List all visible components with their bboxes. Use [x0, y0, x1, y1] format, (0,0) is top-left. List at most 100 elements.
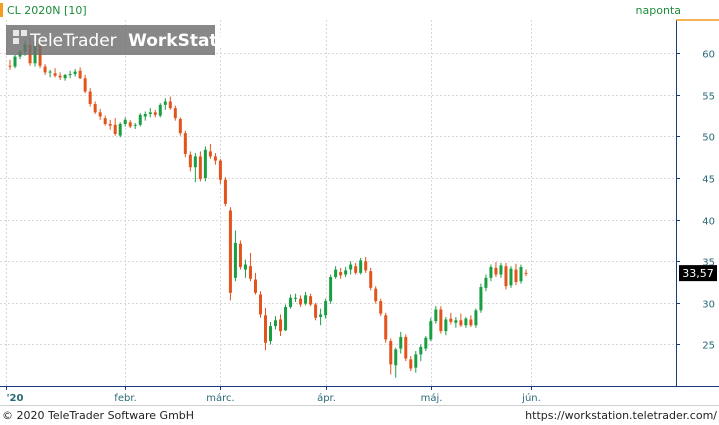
- candle-body: [58, 75, 62, 78]
- candle-body: [208, 151, 212, 157]
- candle: [404, 334, 408, 362]
- candle: [439, 306, 443, 334]
- candle: [334, 266, 338, 279]
- candle: [243, 259, 247, 278]
- candle-body: [354, 266, 358, 273]
- candle: [238, 240, 242, 270]
- candle-body: [494, 267, 498, 275]
- footer-copyright: © 2020 TeleTrader Software GmbH: [2, 409, 194, 422]
- candle-body: [334, 269, 338, 278]
- candle: [444, 316, 448, 336]
- candle: [309, 293, 313, 307]
- candle: [93, 101, 97, 114]
- candle-body: [98, 112, 102, 117]
- candle-body: [198, 156, 202, 179]
- x-axis: '20 febr. márc. ápr. máj. jún.: [6, 386, 541, 404]
- logo-brand-workstation: WorkStation: [128, 31, 247, 51]
- candle-body: [158, 104, 162, 116]
- candle: [233, 230, 237, 282]
- candle: [459, 313, 463, 327]
- candle-body: [13, 56, 17, 67]
- candle-body: [399, 336, 403, 349]
- candle: [409, 356, 413, 372]
- x-tick-label: ápr.: [317, 392, 336, 404]
- candle-body: [163, 101, 167, 105]
- candle-body: [263, 315, 267, 343]
- candle: [73, 69, 77, 77]
- candle-body: [424, 337, 428, 349]
- candle-body: [479, 287, 483, 311]
- candle: [384, 312, 388, 343]
- candle-body: [514, 269, 518, 283]
- candle-body: [349, 264, 353, 270]
- candle: [183, 130, 187, 158]
- candle-body: [173, 108, 177, 119]
- candle-body: [364, 261, 368, 271]
- candle-body: [419, 346, 423, 355]
- candle: [429, 317, 433, 342]
- candle: [48, 69, 52, 78]
- candle: [128, 119, 132, 129]
- candle-body: [88, 91, 92, 105]
- logo-brand-teletrader: TeleTrader: [29, 31, 117, 51]
- candles-group: [8, 36, 528, 378]
- candle: [153, 109, 157, 118]
- candle: [344, 267, 348, 278]
- candle: [123, 117, 127, 127]
- candle: [389, 338, 393, 375]
- candle: [329, 274, 333, 304]
- candle: [519, 264, 523, 284]
- candle: [188, 151, 192, 172]
- candle: [269, 321, 273, 345]
- candle: [113, 118, 117, 136]
- y-tick-label: 25: [702, 341, 715, 352]
- candle-body: [394, 349, 398, 366]
- candle-body: [519, 267, 523, 282]
- candle-body: [123, 119, 127, 124]
- candle: [258, 291, 262, 318]
- candle-body: [269, 326, 273, 342]
- candle-body: [464, 318, 468, 326]
- candle: [509, 266, 513, 288]
- candle-body: [108, 123, 112, 126]
- candle: [454, 316, 458, 328]
- candle-body: [238, 243, 242, 268]
- candle: [193, 153, 197, 183]
- candle: [108, 119, 112, 130]
- candle-body: [284, 306, 288, 331]
- candle-body: [48, 71, 52, 73]
- footer-url[interactable]: https://workstation.teletrader.com/: [525, 409, 717, 422]
- candle-body: [489, 267, 493, 278]
- candle: [88, 88, 92, 107]
- header-accent-marker: [0, 3, 3, 17]
- y-tick-label: 35: [702, 258, 715, 269]
- candle-body: [374, 288, 378, 302]
- candle: [339, 267, 343, 279]
- candle: [8, 59, 12, 70]
- candle: [294, 293, 298, 302]
- candle: [143, 111, 147, 121]
- candle-body: [319, 314, 323, 317]
- y-tick-label: 60: [702, 50, 715, 61]
- candle-body: [509, 268, 513, 286]
- candle: [208, 143, 212, 159]
- candle: [63, 74, 67, 81]
- candle: [43, 64, 47, 75]
- candle: [489, 264, 493, 282]
- candle-body: [128, 122, 132, 127]
- candle-body: [294, 297, 298, 299]
- candle-body: [289, 297, 293, 307]
- candle: [414, 351, 418, 373]
- candle-body: [103, 118, 107, 124]
- candle: [284, 304, 288, 332]
- candle-body: [168, 101, 172, 109]
- candle: [289, 294, 293, 309]
- candle: [213, 153, 217, 165]
- candle-body: [73, 71, 77, 75]
- candle: [178, 117, 182, 136]
- candle-body: [449, 318, 453, 322]
- candle-body: [83, 78, 87, 92]
- candle: [419, 344, 423, 362]
- candle: [434, 306, 438, 324]
- candle-body: [444, 319, 448, 332]
